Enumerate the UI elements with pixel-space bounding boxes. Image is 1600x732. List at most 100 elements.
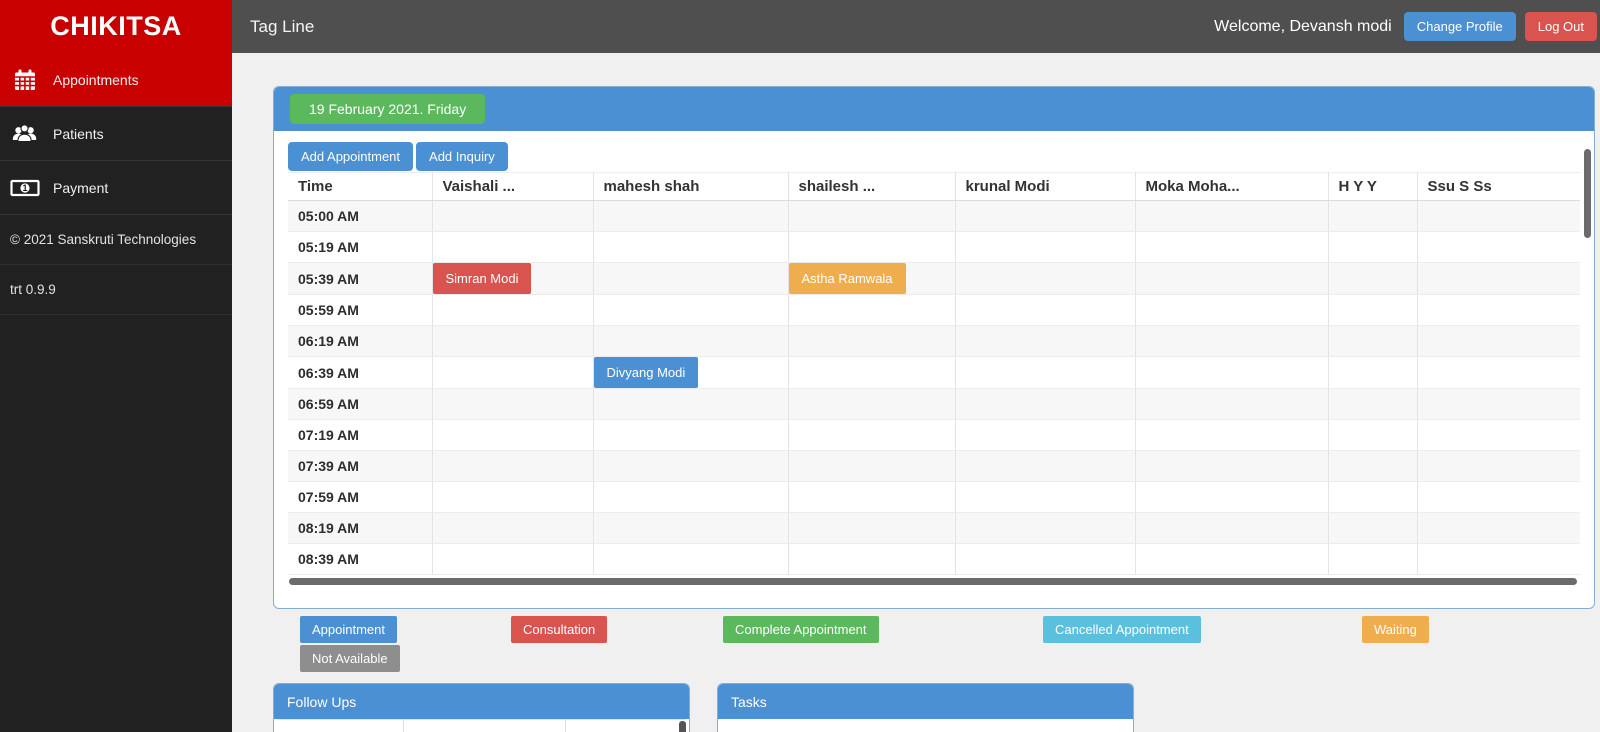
slot-cell[interactable] — [432, 231, 594, 263]
slot-cell[interactable] — [1135, 200, 1329, 232]
slot-cell[interactable]: Divyang Modi — [593, 356, 789, 389]
slot-cell[interactable] — [1135, 543, 1329, 575]
time-label: 06:19 AM — [288, 325, 433, 357]
slot-cell[interactable] — [432, 388, 594, 420]
slot-cell[interactable] — [593, 325, 789, 357]
slot-cell[interactable] — [955, 356, 1136, 389]
slot-cell[interactable] — [1328, 481, 1418, 513]
slot-cell[interactable] — [788, 325, 956, 357]
slot-cell[interactable] — [788, 200, 956, 232]
slot-cell[interactable]: Astha Ramwala — [788, 262, 956, 295]
slot-cell[interactable] — [593, 200, 789, 232]
slot-cell[interactable] — [955, 294, 1136, 326]
slot-cell[interactable] — [593, 450, 789, 482]
slot-cell[interactable] — [432, 481, 594, 513]
slot-cell[interactable] — [432, 294, 594, 326]
slot-cell[interactable] — [593, 419, 789, 451]
appointment-badge[interactable]: Divyang Modi — [593, 357, 699, 388]
slot-cell[interactable] — [1417, 512, 1580, 544]
slot-cell[interactable] — [1135, 231, 1329, 263]
slot-cell[interactable] — [1417, 481, 1580, 513]
slot-cell[interactable] — [788, 294, 956, 326]
slot-cell[interactable] — [1328, 200, 1418, 232]
slot-cell[interactable] — [593, 512, 789, 544]
slot-cell[interactable] — [432, 200, 594, 232]
slot-cell[interactable] — [788, 419, 956, 451]
slot-cell[interactable] — [1417, 325, 1580, 357]
follow-ups-scrollbar[interactable] — [679, 721, 686, 732]
slot-cell[interactable] — [1328, 262, 1418, 295]
slot-cell[interactable] — [1328, 388, 1418, 420]
slot-cell[interactable] — [1417, 231, 1580, 263]
slot-cell[interactable] — [955, 450, 1136, 482]
vertical-scrollbar[interactable] — [1584, 149, 1591, 238]
slot-cell[interactable] — [1417, 262, 1580, 295]
slot-cell[interactable] — [788, 450, 956, 482]
slot-cell[interactable] — [593, 231, 789, 263]
appointment-badge[interactable]: Simran Modi — [432, 263, 532, 294]
slot-cell[interactable] — [593, 543, 789, 575]
slot-cell[interactable]: Simran Modi — [432, 262, 594, 295]
slot-cell[interactable] — [955, 388, 1136, 420]
slot-cell[interactable] — [955, 419, 1136, 451]
slot-cell[interactable] — [1135, 419, 1329, 451]
slot-cell[interactable] — [1135, 388, 1329, 420]
slot-cell[interactable] — [1328, 325, 1418, 357]
slot-cell[interactable] — [955, 481, 1136, 513]
slot-cell[interactable] — [593, 294, 789, 326]
slot-cell[interactable] — [432, 450, 594, 482]
slot-cell[interactable] — [1328, 512, 1418, 544]
slot-cell[interactable] — [1135, 262, 1329, 295]
slot-cell[interactable] — [955, 231, 1136, 263]
slot-cell[interactable] — [1328, 356, 1418, 389]
slot-cell[interactable] — [1417, 356, 1580, 389]
slot-cell[interactable] — [1328, 543, 1418, 575]
slot-cell[interactable] — [1135, 450, 1329, 482]
add-inquiry-button[interactable]: Add Inquiry — [416, 142, 508, 171]
horizontal-scrollbar[interactable] — [289, 578, 1577, 585]
slot-cell[interactable] — [1328, 419, 1418, 451]
slot-cell[interactable] — [1417, 200, 1580, 232]
slot-cell[interactable] — [1417, 294, 1580, 326]
slot-cell[interactable] — [432, 543, 594, 575]
slot-cell[interactable] — [593, 262, 789, 295]
slot-cell[interactable] — [593, 388, 789, 420]
add-appointment-button[interactable]: Add Appointment — [288, 142, 414, 171]
slot-cell[interactable] — [788, 543, 956, 575]
slot-cell[interactable] — [1328, 450, 1418, 482]
change-profile-button[interactable]: Change Profile — [1403, 12, 1516, 41]
slot-cell[interactable] — [1328, 231, 1418, 263]
slot-cell[interactable] — [432, 512, 594, 544]
slot-cell[interactable] — [1417, 450, 1580, 482]
logout-button[interactable]: Log Out — [1524, 12, 1597, 41]
column-header: Vaishali ... — [432, 172, 594, 201]
slot-cell[interactable] — [955, 543, 1136, 575]
slot-cell[interactable] — [593, 481, 789, 513]
slot-cell[interactable] — [432, 325, 594, 357]
slot-cell[interactable] — [788, 356, 956, 389]
slot-cell[interactable] — [955, 262, 1136, 295]
slot-cell[interactable] — [1417, 419, 1580, 451]
slot-cell[interactable] — [788, 512, 956, 544]
calendar-panel: 19 February 2021. Friday Add Appointment… — [273, 86, 1595, 609]
slot-cell[interactable] — [955, 200, 1136, 232]
slot-cell[interactable] — [432, 419, 594, 451]
slot-cell[interactable] — [788, 481, 956, 513]
slot-cell[interactable] — [432, 356, 594, 389]
sidebar-item-payment[interactable]: 1 Payment — [0, 161, 232, 215]
slot-cell[interactable] — [788, 231, 956, 263]
slot-cell[interactable] — [1135, 481, 1329, 513]
slot-cell[interactable] — [1417, 388, 1580, 420]
slot-cell[interactable] — [955, 512, 1136, 544]
appointment-badge[interactable]: Astha Ramwala — [788, 263, 906, 294]
slot-cell[interactable] — [1135, 356, 1329, 389]
sidebar-item-appointments[interactable]: Appointments — [0, 53, 232, 107]
slot-cell[interactable] — [1135, 512, 1329, 544]
slot-cell[interactable] — [1135, 325, 1329, 357]
sidebar-item-patients[interactable]: Patients — [0, 107, 232, 161]
slot-cell[interactable] — [1417, 543, 1580, 575]
slot-cell[interactable] — [788, 388, 956, 420]
slot-cell[interactable] — [1135, 294, 1329, 326]
slot-cell[interactable] — [1328, 294, 1418, 326]
slot-cell[interactable] — [955, 325, 1136, 357]
